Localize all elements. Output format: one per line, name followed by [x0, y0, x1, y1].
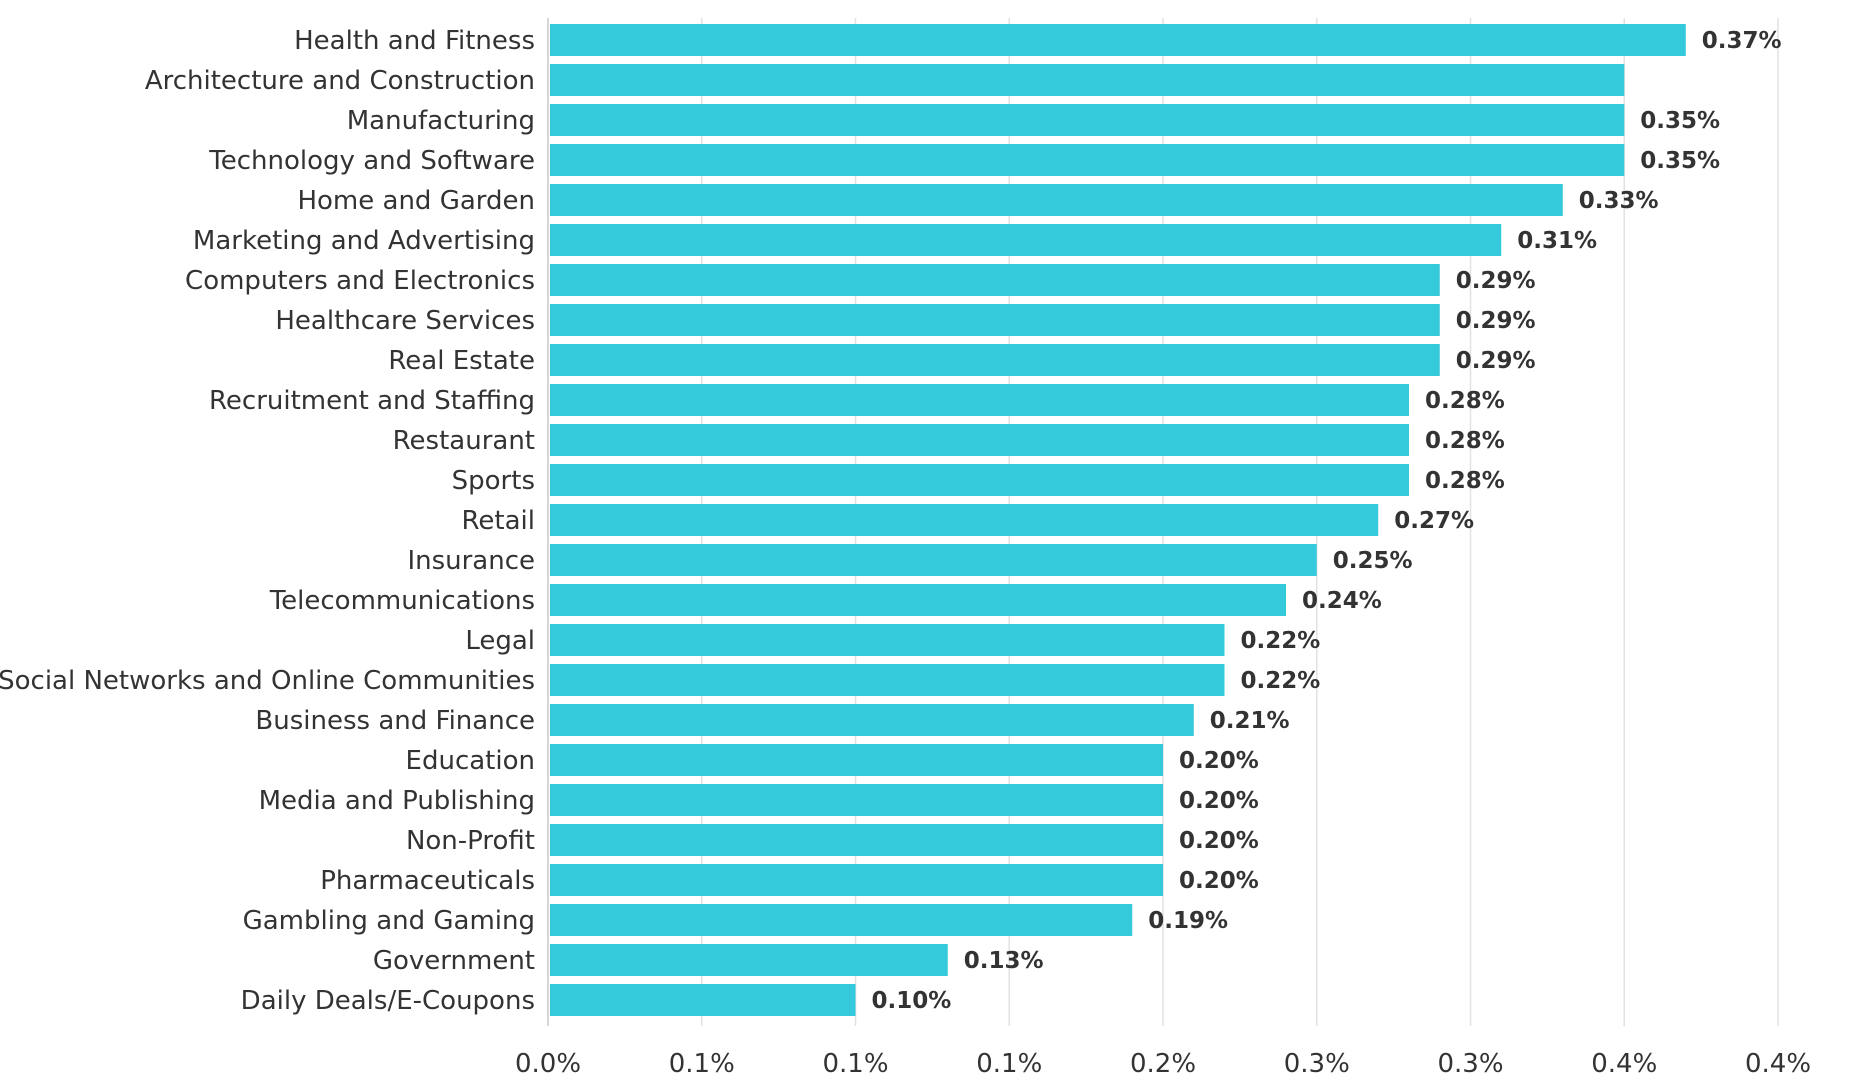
bar — [550, 544, 1317, 576]
bar — [550, 704, 1194, 736]
data-label: 0.20% — [1179, 788, 1259, 814]
data-label: 0.22% — [1241, 628, 1321, 654]
x-tick-label: 0.1% — [976, 1049, 1042, 1079]
bar — [550, 264, 1440, 296]
x-tick-label: 0.4% — [1591, 1049, 1657, 1079]
data-label: 0.33% — [1579, 188, 1659, 214]
x-tick-label: 0.2% — [1130, 1049, 1196, 1079]
bar — [550, 664, 1225, 696]
category-label: Daily Deals/E-Coupons — [241, 986, 535, 1016]
category-label: Legal — [465, 626, 535, 656]
bar — [550, 184, 1563, 216]
x-tick-label: 0.1% — [669, 1049, 735, 1079]
data-label: 0.35% — [1640, 108, 1720, 134]
bars — [550, 24, 1686, 1016]
category-label: Recruitment and Staffing — [209, 386, 535, 416]
data-label: 0.31% — [1517, 228, 1597, 254]
data-label: 0.27% — [1394, 508, 1474, 534]
data-label: 0.22% — [1241, 668, 1321, 694]
category-labels: Health and Fitness Architecture and Const… — [0, 26, 535, 1016]
bar — [550, 984, 856, 1016]
data-label: 0.20% — [1179, 828, 1259, 854]
data-label: 0.19% — [1148, 908, 1228, 934]
bar — [550, 424, 1409, 456]
bar — [550, 464, 1409, 496]
category-label: Retail — [462, 506, 535, 536]
data-label: 0.29% — [1456, 268, 1536, 294]
category-label: Media and Publishing — [259, 786, 535, 816]
x-tick-label: 0.4% — [1745, 1049, 1811, 1079]
bar — [550, 64, 1625, 96]
bar — [550, 504, 1379, 536]
bar — [550, 304, 1440, 336]
category-label: Marketing and Advertising — [193, 226, 535, 256]
category-label: Business and Finance — [255, 706, 535, 736]
data-label: 0.25% — [1333, 548, 1413, 574]
category-label: Insurance — [407, 546, 535, 576]
bar — [550, 144, 1625, 176]
category-label: Pharmaceuticals — [320, 866, 535, 896]
data-label: 0.35% — [1640, 148, 1720, 174]
data-label: 0.21% — [1210, 708, 1290, 734]
bar — [550, 784, 1163, 816]
x-tick-label: 0.1% — [822, 1049, 888, 1079]
category-label: Home and Garden — [297, 186, 535, 216]
bar — [550, 24, 1686, 56]
category-label: Computers and Electronics — [185, 266, 535, 296]
bar — [550, 744, 1163, 776]
category-label: Education — [406, 746, 535, 776]
category-label: Sports — [452, 466, 535, 496]
category-label: Non-Profit — [406, 826, 535, 856]
category-label: Restaurant — [393, 426, 535, 456]
bar — [550, 584, 1286, 616]
bar — [550, 224, 1502, 256]
bar — [550, 904, 1133, 936]
data-label: 0.24% — [1302, 588, 1382, 614]
category-label: Real Estate — [388, 346, 535, 376]
category-label: Health and Fitness — [294, 26, 535, 56]
value-labels: 0.37% 0.35% 0.35% 0.33% 0.31% 0.29% 0.29% 0.29%… — [872, 28, 1782, 1014]
bar — [550, 944, 948, 976]
data-label: 0.20% — [1179, 868, 1259, 894]
category-label: Social Networks and Online Communities — [0, 666, 535, 696]
category-label: Manufacturing — [347, 106, 535, 136]
category-label: Healthcare Services — [275, 306, 535, 336]
data-label: 0.28% — [1425, 468, 1505, 494]
data-label: 0.13% — [964, 948, 1044, 974]
data-label: 0.10% — [872, 988, 952, 1014]
bar — [550, 624, 1225, 656]
data-label: 0.37% — [1702, 28, 1782, 54]
category-label: Telecommunications — [269, 586, 535, 616]
x-tick-label: 0.0% — [515, 1049, 581, 1079]
category-label: Gambling and Gaming — [243, 906, 535, 936]
bar — [550, 344, 1440, 376]
data-label: 0.29% — [1456, 308, 1536, 334]
data-label: 0.29% — [1456, 348, 1536, 374]
category-label: Technology and Software — [208, 146, 535, 176]
x-axis-tick-labels: 0.0% 0.1% 0.1% 0.1% 0.2% 0.3% 0.3% 0.4% 0.4% — [515, 1049, 1811, 1079]
x-tick-label: 0.3% — [1284, 1049, 1350, 1079]
bar — [550, 104, 1625, 136]
data-label: 0.28% — [1425, 388, 1505, 414]
data-label: 0.28% — [1425, 428, 1505, 454]
bar — [550, 824, 1163, 856]
bar — [550, 384, 1409, 416]
bar — [550, 864, 1163, 896]
category-label: Architecture and Construction — [145, 66, 535, 96]
data-label: 0.20% — [1179, 748, 1259, 774]
category-label: Government — [373, 946, 535, 976]
x-tick-label: 0.3% — [1437, 1049, 1503, 1079]
